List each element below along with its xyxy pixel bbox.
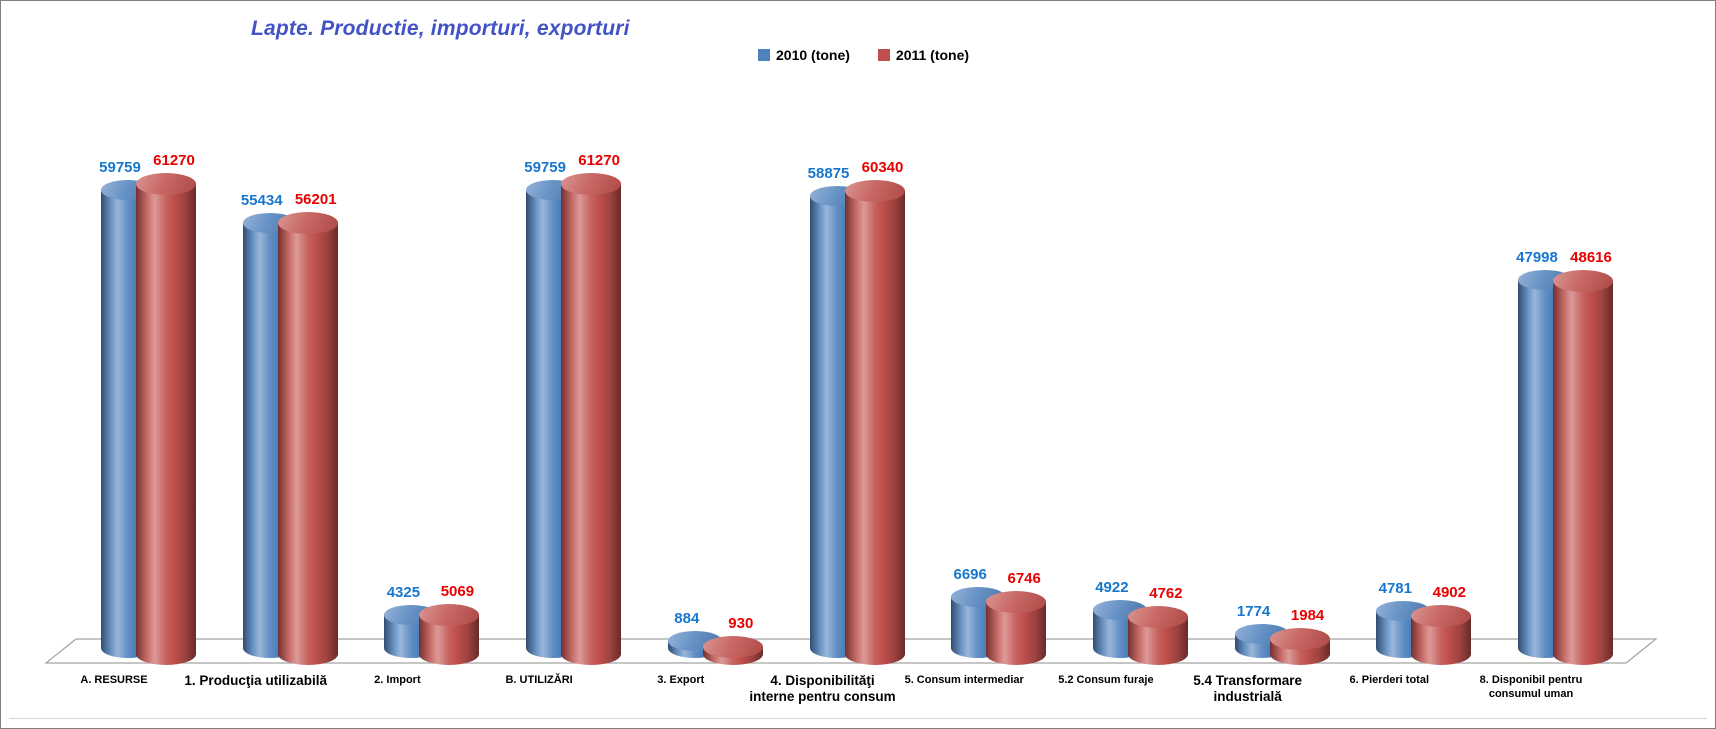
cylinder-2011: [844, 191, 905, 665]
legend-swatch-2010-icon: [758, 49, 770, 61]
cylinder-top-2011: [1127, 606, 1188, 629]
value-label-2010: 884: [674, 610, 700, 628]
cylinder-top-2011: [1269, 627, 1330, 650]
category-label: B. UTILIZĂRI: [505, 674, 573, 686]
value-label-2011: 56201: [294, 190, 337, 208]
cylinder-top-2011: [1411, 605, 1472, 628]
value-label-2010: 47998: [1516, 248, 1558, 266]
category-label: 1. Producţia utilizabilă: [184, 673, 327, 688]
cylinder-top-2011: [561, 173, 622, 195]
value-label-2010: 1774: [1236, 603, 1271, 621]
value-label-2010: 59759: [99, 158, 141, 176]
value-label-2011: 6746: [1007, 570, 1041, 588]
legend-label-2011: 2011 (tone): [895, 47, 970, 63]
category-label: 5.4 Transformare industrială: [1193, 673, 1302, 705]
value-label-2010: 58875: [807, 165, 850, 183]
value-label-2011: 930: [728, 614, 754, 632]
value-label-2010: 59759: [524, 158, 566, 176]
legend-item-2011: 2011 (tone): [877, 47, 970, 63]
chart-title: Lapte. Productie, importuri, exporturi: [251, 17, 630, 40]
bottom-rule: [9, 718, 1707, 719]
value-label-2010: 4922: [1095, 579, 1129, 597]
value-label-2010: 55434: [240, 191, 283, 209]
cylinder-top-2011: [1553, 270, 1613, 293]
cylinder-2011: [1553, 281, 1613, 665]
cylinder-top-2011: [702, 635, 763, 658]
category-label: 4. Disponibilităţi interne pentru consum: [749, 673, 896, 705]
legend-item-2010: 2010 (tone): [758, 47, 850, 63]
cylinder-2011: [136, 184, 196, 665]
value-label-2011: 61270: [578, 152, 620, 169]
legend-label-2010: 2010 (tone): [776, 47, 850, 63]
legend: 2010 (tone) 2011 (tone): [758, 47, 969, 63]
legend-swatch-2011-icon: [877, 49, 890, 61]
category-label: 2. Import: [374, 674, 421, 686]
category-label: 5.2 Consum furaje: [1058, 674, 1154, 686]
value-label-2010: 4325: [386, 583, 421, 601]
category-label: 8. Disponibil pentru consumul uman: [1479, 674, 1583, 701]
value-label-2011: 4762: [1149, 585, 1183, 603]
value-label-2011: 5069: [440, 583, 475, 601]
cylinder-top-2011: [986, 591, 1047, 614]
value-label-2011: 61270: [153, 152, 195, 169]
cylinder-top-2011: [419, 604, 480, 627]
category-label: 3. Export: [657, 674, 705, 686]
cylinder-2011: [561, 184, 622, 665]
category-label: 6. Pierderi total: [1349, 674, 1430, 686]
value-label-2011: 60340: [861, 159, 904, 177]
value-label-2011: 48616: [1570, 249, 1612, 267]
category-label: A. RESURSE: [80, 674, 148, 686]
value-label-2011: 1984: [1290, 606, 1325, 624]
cylinder-2011: [277, 222, 338, 665]
cylinder-top-2011: [136, 173, 196, 195]
value-label-2010: 6696: [953, 565, 987, 583]
value-label-2010: 4781: [1378, 580, 1412, 598]
value-label-2011: 4902: [1432, 584, 1466, 602]
cylinder-top-2011: [277, 211, 338, 234]
category-label: 5. Consum intermediar: [904, 674, 1024, 686]
cylinder-top-2011: [844, 180, 905, 203]
